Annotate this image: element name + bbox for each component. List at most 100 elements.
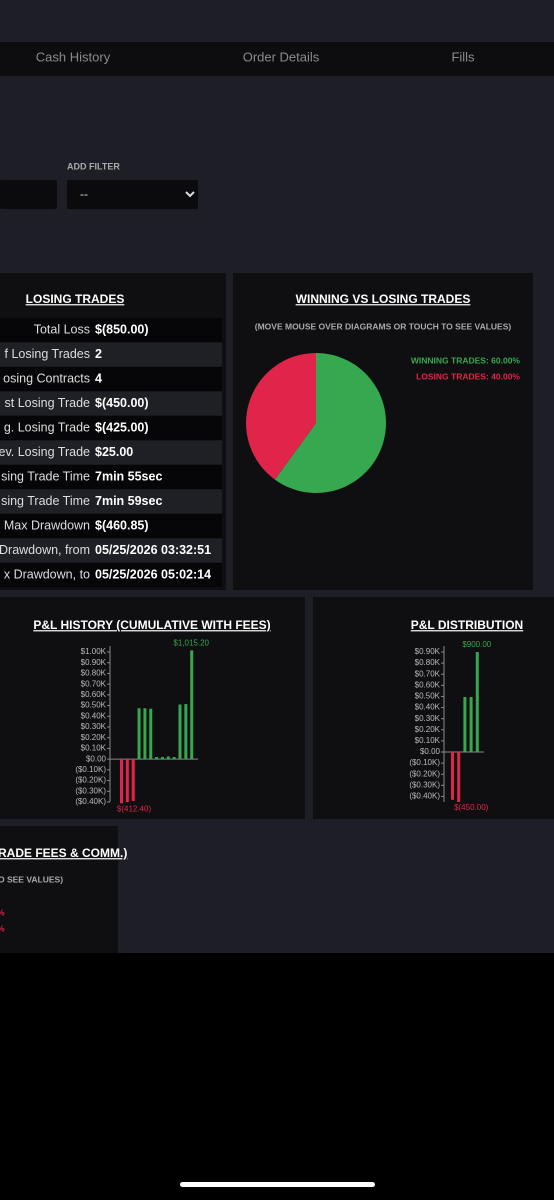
- distribution-panel: [313, 597, 554, 819]
- y-tick-label: $0.60K: [81, 690, 107, 699]
- panel-title: P&L DISTRIBUTION: [411, 618, 523, 632]
- row-value: $(460.85): [95, 518, 149, 532]
- bar[interactable]: [149, 708, 153, 760]
- bar[interactable]: [137, 708, 141, 760]
- bar[interactable]: [172, 757, 176, 760]
- y-tick-label: $0.20K: [81, 733, 107, 742]
- bar[interactable]: [155, 757, 159, 760]
- table-row: [0, 514, 222, 538]
- y-tick-label: $0.40K: [415, 703, 441, 712]
- value-label: $(450.00): [454, 803, 489, 812]
- home-indicator: [180, 1182, 375, 1187]
- y-tick-label: $0.30K: [415, 714, 441, 723]
- value-label: $(412.40): [117, 804, 152, 813]
- y-tick-label: $0.00: [420, 747, 441, 756]
- pie-slice[interactable]: [245, 353, 316, 480]
- legend-entry: LOSING TRADES: 40.00%: [416, 371, 520, 381]
- filter-input[interactable]: [0, 180, 57, 209]
- table-row: [0, 318, 222, 342]
- legend-entry: %: [0, 923, 5, 933]
- bar[interactable]: [463, 697, 467, 752]
- filter-label: ADD FILTER: [67, 161, 120, 171]
- row-value: $(850.00): [95, 322, 149, 336]
- y-tick-label: $0.70K: [81, 679, 107, 688]
- y-tick-label: $0.90K: [81, 658, 107, 667]
- table-row: [0, 538, 222, 563]
- tab[interactable]: Cash History: [36, 49, 111, 64]
- y-tick-label: $0.50K: [415, 692, 441, 701]
- bar[interactable]: [166, 756, 170, 760]
- select-arrow: [185, 191, 195, 198]
- y-tick-label: ($0.40K): [75, 797, 106, 806]
- bar[interactable]: [120, 759, 123, 804]
- bar[interactable]: [184, 704, 188, 760]
- row-value: $25.00: [95, 445, 133, 459]
- table-row: [0, 342, 222, 367]
- y-tick-label: ($0.20K): [75, 776, 106, 785]
- y-tick-label: $0.20K: [415, 725, 441, 734]
- panel-subtitle: O SEE VALUES): [0, 874, 63, 884]
- y-tick-label: $0.80K: [415, 658, 441, 667]
- bar[interactable]: [178, 704, 182, 760]
- bar[interactable]: [457, 752, 461, 802]
- legend-entry: %: [0, 907, 5, 917]
- bar[interactable]: [160, 757, 164, 760]
- y-tick-label: $0.90K: [415, 647, 441, 656]
- panel-title: WINNING VS LOSING TRADES: [296, 292, 471, 306]
- panel-title: LOSING TRADES: [26, 292, 125, 306]
- tab-bar: [0, 42, 554, 76]
- history-panel: [0, 597, 305, 819]
- row-label: st Losing Trade: [5, 396, 91, 410]
- row-label: sing Trade Time: [1, 469, 90, 483]
- y-tick-label: $0.70K: [415, 669, 441, 678]
- bar[interactable]: [190, 650, 194, 760]
- pie-slice[interactable]: [274, 353, 386, 493]
- filter-select[interactable]: [67, 180, 198, 209]
- row-label: osing Contracts: [3, 371, 90, 385]
- row-label: f Losing Trades: [5, 347, 90, 361]
- table-row: [0, 367, 222, 391]
- panel-title: P&L HISTORY (CUMULATIVE WITH FEES): [33, 618, 270, 632]
- row-value: 7min 55sec: [95, 469, 162, 483]
- bar[interactable]: [125, 759, 129, 802]
- y-tick-label: ($0.30K): [409, 780, 440, 789]
- bar[interactable]: [143, 708, 147, 760]
- table-row: [0, 416, 222, 440]
- row-value: 05/25/2026 03:32:51: [95, 543, 211, 557]
- y-tick-label: $1.00K: [81, 647, 107, 656]
- bar[interactable]: [131, 759, 135, 801]
- bar[interactable]: [451, 752, 454, 800]
- row-value: 4: [95, 371, 102, 385]
- row-value: $(425.00): [95, 420, 149, 434]
- value-label: $900.00: [462, 640, 491, 649]
- panel-title: RADE FEES & COMM.): [0, 846, 127, 860]
- tab[interactable]: Order Details: [243, 49, 320, 64]
- y-tick-label: $0.60K: [415, 680, 441, 689]
- y-tick-label: $0.40K: [81, 711, 107, 720]
- y-tick-label: $0.80K: [81, 669, 107, 678]
- y-tick-label: $0.50K: [81, 701, 107, 710]
- table-row: [0, 489, 222, 514]
- y-tick-label: ($0.10K): [409, 758, 440, 767]
- tab[interactable]: Fills: [451, 49, 475, 64]
- row-label: ev. Losing Trade: [0, 445, 90, 459]
- y-tick-label: $0.30K: [81, 722, 107, 731]
- row-label: g. Losing Trade: [4, 420, 90, 434]
- y-tick-label: $0.10K: [415, 736, 441, 745]
- row-label: x Drawdown, to: [4, 567, 90, 581]
- row-value: 05/25/2026 05:02:14: [95, 567, 211, 581]
- fees-panel: [0, 826, 118, 953]
- row-label: Total Loss: [34, 322, 90, 336]
- row-value: 2: [95, 347, 102, 361]
- table-row: [0, 440, 222, 465]
- bar[interactable]: [475, 652, 479, 752]
- y-tick-label: $0.00: [86, 754, 107, 763]
- row-label: Drawdown, from: [0, 543, 90, 557]
- y-tick-label: $0.10K: [81, 744, 107, 753]
- y-tick-label: ($0.30K): [75, 786, 106, 795]
- table-row: [0, 465, 222, 489]
- y-tick-label: ($0.10K): [75, 765, 106, 774]
- row-value: 7min 59sec: [95, 494, 162, 508]
- bar[interactable]: [469, 697, 473, 752]
- panel-subtitle: (MOVE MOUSE OVER DIAGRAMS OR TOUCH TO SE…: [255, 321, 512, 331]
